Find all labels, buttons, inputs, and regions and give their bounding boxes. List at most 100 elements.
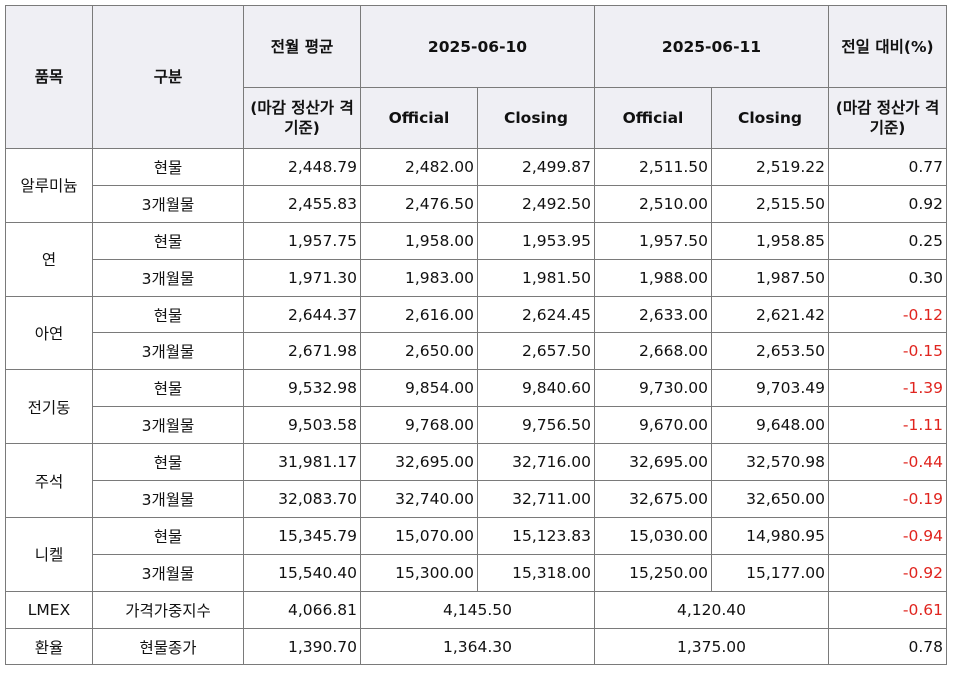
- closing-1-cell: 9,840.60: [477, 369, 595, 408]
- prev-month-avg-cell: 1,957.75: [243, 221, 361, 260]
- item-name: 연: [5, 221, 93, 297]
- item-name-lmex: LMEX: [5, 590, 93, 629]
- item-name-fx: 환율: [5, 627, 93, 666]
- closing-1-cell: 15,318.00: [477, 553, 595, 592]
- prev-month-avg-cell: 2,448.79: [243, 148, 361, 186]
- prev-month-avg-cell: 15,345.79: [243, 516, 361, 555]
- change-cell: 0.77: [828, 148, 947, 186]
- change-cell: -0.94: [828, 516, 947, 555]
- header-change: 전일 대비(%): [828, 5, 947, 88]
- closing-1-cell: 2,492.50: [477, 184, 595, 223]
- change-cell: 0.92: [828, 184, 947, 223]
- item-name: 주석: [5, 443, 93, 518]
- lme-price-table: 품목 구분 전월 평균 2025-06-10 2025-06-11 전일 대비(…: [5, 5, 947, 666]
- table-row: 전기동 현물 9,532.98 9,854.00 9,840.60 9,730.00 9,7…: [5, 369, 947, 445]
- change-lmex: -0.61: [828, 590, 947, 629]
- category-cell: 3개월물: [92, 258, 244, 297]
- official-2-cell: 9,670.00: [594, 406, 712, 445]
- category-cell: 현물: [92, 295, 244, 334]
- category-lmex: 가격가중지수: [92, 590, 244, 629]
- prev-month-avg-cell: 2,455.83: [243, 184, 361, 223]
- category-cell: 현물: [92, 443, 244, 482]
- change-cell: 0.25: [828, 221, 947, 260]
- table-row: 3개월물 9,503.58 9,768.00 9,756.50 9,670.00 9,64…: [6, 406, 947, 445]
- table-row: 니켈 현물 15,345.79 15,070.00 15,123.83 15,030.00…: [5, 516, 947, 592]
- date2-value-fx: 1,375.00: [594, 627, 829, 666]
- item-name: 알루미늄: [5, 148, 93, 223]
- official-1-cell: 1,958.00: [360, 221, 478, 260]
- header-date1: 2025-06-10: [360, 5, 595, 88]
- official-2-cell: 2,511.50: [594, 148, 712, 186]
- closing-1-cell: 2,624.45: [477, 295, 595, 334]
- closing-1-cell: 2,657.50: [477, 332, 595, 371]
- official-1-cell: 2,482.00: [360, 148, 478, 186]
- header-change-basis: (마감 정산가 격 기준): [828, 87, 947, 149]
- category-cell: 3개월물: [92, 184, 244, 223]
- item-name: 아연: [5, 295, 93, 371]
- official-2-cell: 15,030.00: [594, 516, 712, 555]
- category-cell: 3개월물: [92, 553, 244, 592]
- item-name: 전기동: [5, 369, 93, 445]
- official-2-cell: 2,510.00: [594, 184, 712, 223]
- official-1-cell: 1,983.00: [360, 258, 478, 297]
- closing-2-cell: 2,519.22: [711, 148, 829, 186]
- item-name: 니켈: [5, 516, 93, 592]
- header-category: 구분: [92, 5, 244, 149]
- change-cell: 0.30: [828, 258, 947, 297]
- official-2-cell: 32,675.00: [594, 480, 712, 518]
- prev-month-avg-cell: 15,540.40: [243, 553, 361, 592]
- category-cell: 3개월물: [92, 480, 244, 518]
- official-1-cell: 2,650.00: [360, 332, 478, 371]
- official-2-cell: 1,988.00: [594, 258, 712, 297]
- header-prev-month-avg: 전월 평균: [243, 5, 361, 88]
- table-row: 3개월물 32,083.70 32,740.00 32,711.00 32,675.00…: [6, 480, 947, 518]
- prev-month-avg-cell: 9,503.58: [243, 406, 361, 445]
- change-cell: -0.92: [828, 553, 947, 592]
- closing-2-cell: 32,570.98: [711, 443, 829, 482]
- change-cell: -0.19: [828, 480, 947, 518]
- closing-1-cell: 32,711.00: [477, 480, 595, 518]
- closing-2-cell: 9,648.00: [711, 406, 829, 445]
- change-cell: -1.39: [828, 369, 947, 408]
- table-body: 알루미늄 현물 2,448.79 2,482.00 2,499.87 2,511.50 2,…: [5, 148, 947, 666]
- prev-month-avg-cell: 2,644.37: [243, 295, 361, 334]
- official-1-cell: 15,300.00: [360, 553, 478, 592]
- category-cell: 현물: [92, 516, 244, 555]
- table-row: 3개월물 15,540.40 15,300.00 15,318.00 15,250.00…: [6, 553, 947, 592]
- official-2-cell: 15,250.00: [594, 553, 712, 592]
- prev-month-avg-lmex: 4,066.81: [243, 590, 361, 629]
- category-fx: 현물종가: [92, 627, 244, 666]
- official-1-cell: 32,740.00: [360, 480, 478, 518]
- official-2-cell: 2,668.00: [594, 332, 712, 371]
- closing-2-cell: 2,515.50: [711, 184, 829, 223]
- header-closing-2: Closing: [711, 87, 829, 149]
- table-row-lmex: LMEX 가격가중지수 4,066.81 4,145.50 4,120.40 -…: [5, 590, 947, 629]
- official-1-cell: 9,854.00: [360, 369, 478, 408]
- closing-1-cell: 32,716.00: [477, 443, 595, 482]
- official-1-cell: 2,476.50: [360, 184, 478, 223]
- closing-1-cell: 9,756.50: [477, 406, 595, 445]
- table-row: 3개월물 1,971.30 1,983.00 1,981.50 1,988.00 1,98…: [6, 258, 947, 297]
- change-cell: -0.44: [828, 443, 947, 482]
- table-header: 품목 구분 전월 평균 2025-06-10 2025-06-11 전일 대비(…: [5, 5, 947, 149]
- table-row: 3개월물 2,455.83 2,476.50 2,492.50 2,510.00 2,51…: [6, 184, 947, 223]
- table-row: 3개월물 2,671.98 2,650.00 2,657.50 2,668.00 2,65…: [6, 332, 947, 371]
- closing-1-cell: 2,499.87: [477, 148, 595, 186]
- prev-month-avg-cell: 1,971.30: [243, 258, 361, 297]
- table-row: 주석 현물 31,981.17 32,695.00 32,716.00 32,695.00…: [5, 443, 947, 518]
- header-official-1: Official: [360, 87, 478, 149]
- closing-2-cell: 15,177.00: [711, 553, 829, 592]
- closing-1-cell: 15,123.83: [477, 516, 595, 555]
- table-row: 아연 현물 2,644.37 2,616.00 2,624.45 2,633.00 2,62…: [5, 295, 947, 371]
- header-prev-month-basis: (마감 정산가 격 기준): [243, 87, 361, 149]
- closing-2-cell: 9,703.49: [711, 369, 829, 408]
- prev-month-avg-fx: 1,390.70: [243, 627, 361, 666]
- table-row: 알루미늄 현물 2,448.79 2,482.00 2,499.87 2,511.50 2,…: [5, 148, 947, 223]
- category-cell: 현물: [92, 148, 244, 186]
- header-closing-1: Closing: [477, 87, 595, 149]
- date1-value-lmex: 4,145.50: [360, 590, 595, 629]
- category-cell: 3개월물: [92, 332, 244, 371]
- official-2-cell: 9,730.00: [594, 369, 712, 408]
- change-cell: -1.11: [828, 406, 947, 445]
- header-item: 품목: [5, 5, 93, 149]
